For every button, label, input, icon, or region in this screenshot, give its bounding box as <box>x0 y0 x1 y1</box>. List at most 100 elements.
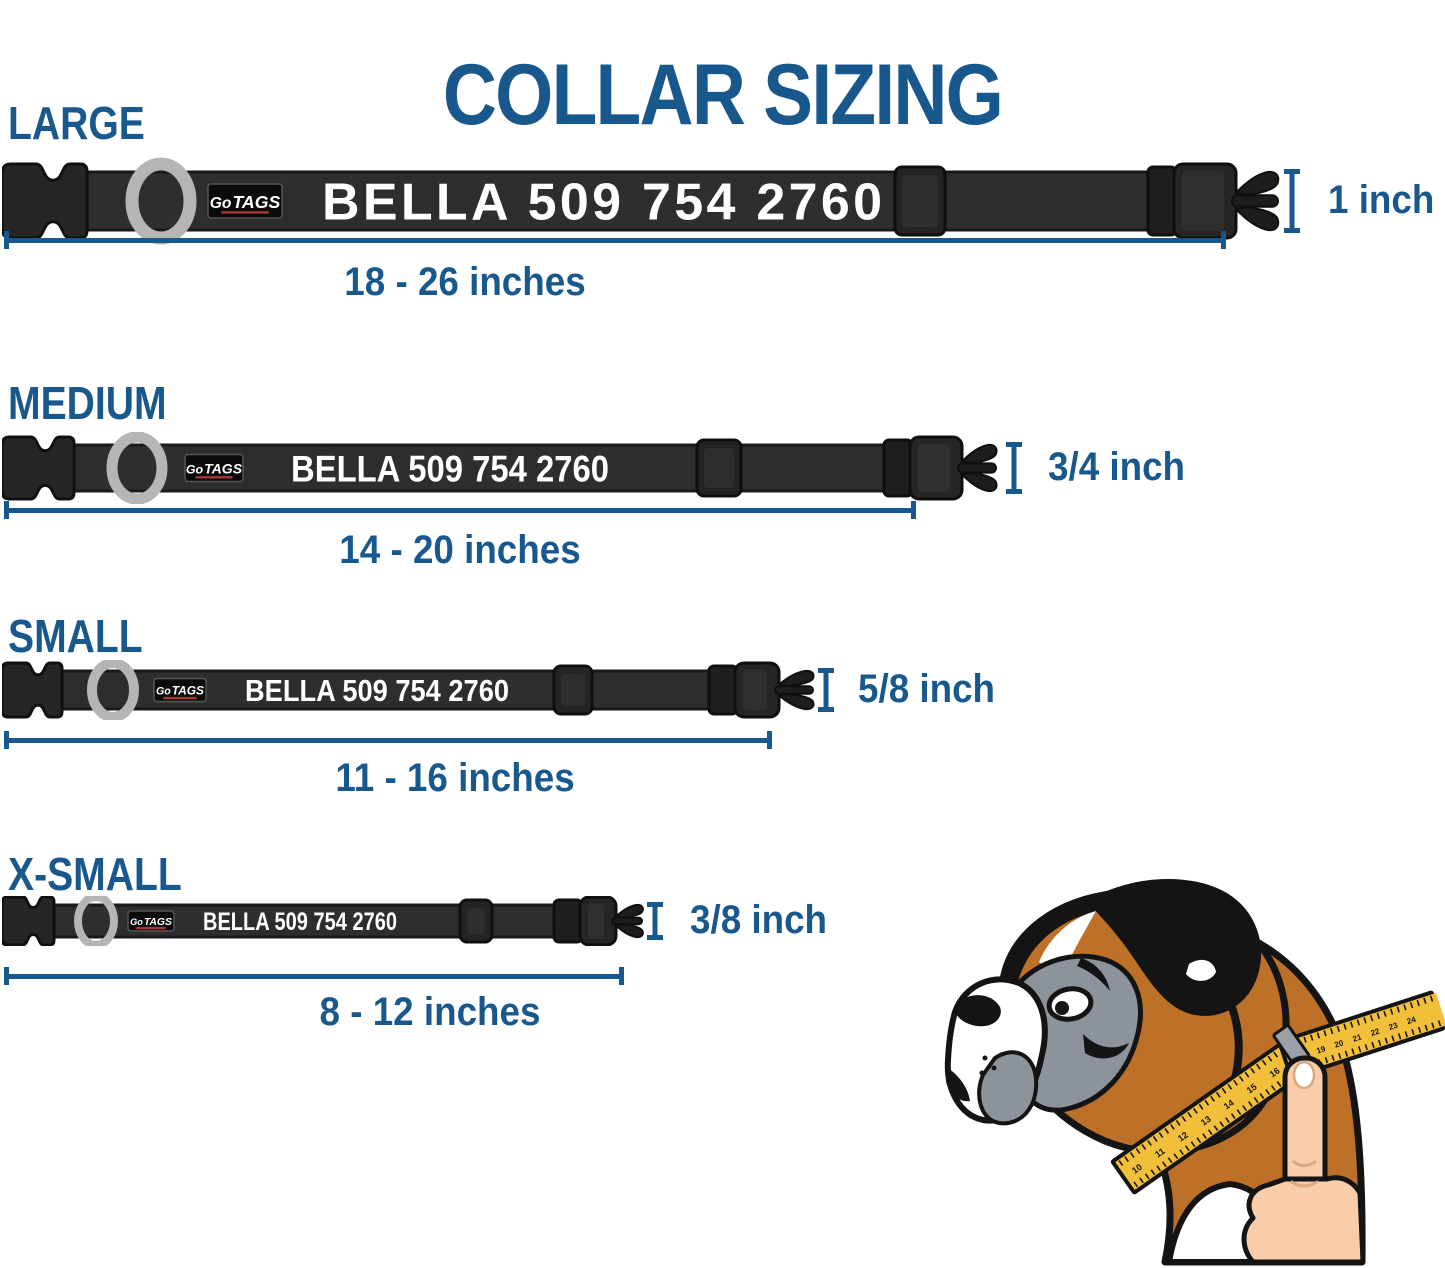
buckle-female <box>2 435 76 501</box>
width-gauge <box>1284 169 1300 233</box>
buckle-male <box>1146 162 1280 240</box>
length-line-tick <box>767 731 772 749</box>
length-line-bar <box>4 738 772 743</box>
brand-patch: GoTAGS <box>207 183 283 219</box>
width-label-x-small: 3/8 inch <box>690 898 828 942</box>
buckle-female <box>2 661 64 719</box>
brand-patch: GoTAGS <box>153 677 207 703</box>
d-ring <box>74 896 118 946</box>
tape-number: 15 <box>1245 1082 1259 1096</box>
length-line-bar <box>4 508 916 513</box>
brand-text: GoTAGS <box>210 192 281 212</box>
length-line-tick <box>4 967 9 985</box>
brand-patch: GoTAGS <box>127 910 175 932</box>
tape-number: 24 <box>1406 1015 1418 1026</box>
collar-medium: GoTAGS BELLA 509 754 2760 <box>2 432 998 504</box>
tape-number: 19 <box>1315 1044 1327 1055</box>
length-line-bar <box>4 974 624 979</box>
tri-glide-slider <box>893 165 947 237</box>
finger-crease <box>1290 1180 1319 1188</box>
tape-number: 12 <box>1176 1130 1190 1144</box>
d-ring <box>106 432 168 504</box>
hand <box>1241 1055 1366 1265</box>
brand-text: GoTAGS <box>156 684 204 698</box>
dog-freckle <box>991 1065 997 1071</box>
range-label-large: 18 - 26 inches <box>344 260 586 304</box>
tri-glide-slider <box>458 898 494 944</box>
dog-pupil <box>1055 1001 1069 1015</box>
pet-name-text: BELLA 509 754 2760 <box>245 673 509 708</box>
length-line-medium <box>4 501 916 519</box>
collar-x-small: GoTAGS BELLA 509 754 2760 <box>2 896 644 946</box>
tape-number: 16 <box>1268 1065 1282 1079</box>
dog-cheek-mark <box>1083 1034 1129 1059</box>
buckle-male <box>552 896 644 946</box>
tape-number: 23 <box>1388 1021 1400 1032</box>
pet-name-text: BELLA 509 754 2760 <box>203 908 397 936</box>
d-ring <box>87 660 139 720</box>
dog-freckle <box>982 1055 988 1061</box>
tape-number: 20 <box>1333 1038 1345 1049</box>
width-gauge <box>647 902 663 940</box>
length-line-tick <box>4 731 9 749</box>
buckle-female <box>2 162 89 240</box>
width-label-medium: 3/4 inch <box>1048 445 1186 489</box>
brand-underline <box>136 927 166 930</box>
width-gauge <box>1006 442 1022 494</box>
size-label-large: LARGE <box>8 97 145 149</box>
width-label-small: 5/8 inch <box>858 667 996 711</box>
collar-large: GoTAGS BELLA 509 754 2760 <box>2 157 1280 245</box>
tape-number: 22 <box>1370 1026 1382 1037</box>
dog-nose <box>954 995 1001 1027</box>
length-line-x-small <box>4 967 624 985</box>
size-label-small: SMALL <box>8 610 143 662</box>
width-label-large: 1 inch <box>1328 178 1435 222</box>
brand-underline <box>163 696 197 700</box>
brand-text: GoTAGS <box>186 460 243 476</box>
pet-name-text: BELLA 509 754 2760 <box>291 448 609 489</box>
length-line-tick <box>4 501 9 519</box>
fingernail <box>1292 1060 1316 1090</box>
tape-number: 13 <box>1199 1114 1213 1128</box>
finger-crease <box>1292 1160 1317 1167</box>
buckle-male <box>882 435 998 501</box>
size-label-x-small: X-SMALL <box>8 848 182 900</box>
collar-small: GoTAGS BELLA 509 754 2760 <box>2 660 815 720</box>
boxer-head <box>944 878 1366 1266</box>
dog-mouth <box>946 1068 970 1102</box>
length-line-tick <box>4 231 9 249</box>
brand-underline <box>221 211 269 214</box>
page-title: COLLAR SIZING <box>442 46 1004 143</box>
pet-name-text: BELLA 509 754 2760 <box>322 174 882 232</box>
dog-ear-notch <box>1186 959 1216 981</box>
tape-number: 21 <box>1351 1032 1363 1043</box>
brand-text: GoTAGS <box>130 917 172 928</box>
buckle-female <box>2 896 56 946</box>
range-label-x-small: 8 - 12 inches <box>319 990 541 1034</box>
length-line-bar <box>4 238 1226 243</box>
tape-number: 11 <box>1153 1146 1167 1160</box>
range-label-small: 11 - 16 inches <box>335 756 575 800</box>
length-line-small <box>4 731 772 749</box>
tape-segment-1: 10 11 12 13 14 15 16 <box>1110 1037 1312 1195</box>
tape-number: 10 <box>1130 1162 1144 1176</box>
length-line-tick <box>1221 231 1226 249</box>
length-line-tick <box>911 501 916 519</box>
size-label-medium: MEDIUM <box>8 377 167 429</box>
width-gauge <box>818 668 834 712</box>
brand-patch: GoTAGS <box>184 453 244 483</box>
range-label-medium: 14 - 20 inches <box>339 528 581 572</box>
tri-glide-slider <box>695 438 743 498</box>
dog-freckle <box>979 1070 985 1076</box>
fist <box>1241 1175 1366 1265</box>
dog-brow-mark <box>1077 958 1110 991</box>
tri-glide-slider <box>552 664 594 716</box>
length-line-tick <box>619 967 624 985</box>
buckle-male <box>707 661 815 719</box>
length-line-large <box>4 231 1226 249</box>
brand-underline <box>195 476 233 479</box>
dog-ear <box>1088 878 1262 1016</box>
